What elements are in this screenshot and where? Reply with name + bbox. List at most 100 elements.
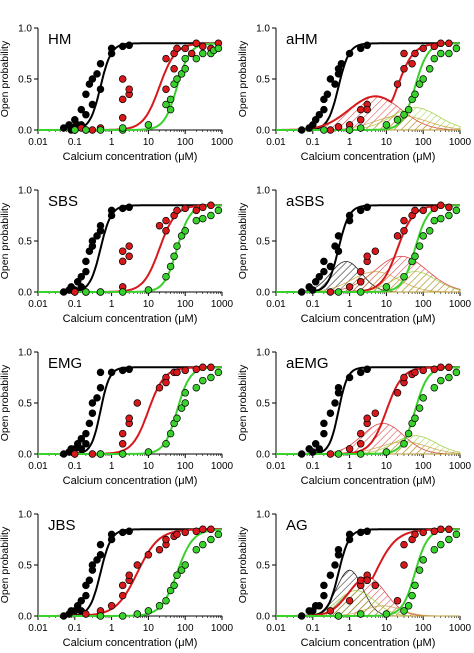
data-point (445, 373, 453, 382)
data-point (118, 591, 127, 600)
data-point (371, 409, 380, 417)
data-point (297, 126, 306, 134)
data-point (437, 540, 445, 549)
x-tick-label: 0.01 (266, 623, 286, 634)
x-tick-label: 0.1 (68, 299, 82, 310)
data-point (199, 363, 207, 372)
data-point (96, 551, 105, 559)
data-point (356, 278, 365, 286)
data-point (363, 105, 371, 114)
data-point (118, 288, 127, 296)
data-point (199, 376, 207, 385)
data-point (334, 232, 343, 240)
data-point (93, 394, 101, 402)
data-point (214, 368, 223, 377)
chart-panel-emg: 0.0 0.5 1.0 0.01 0.1 1 10 100 1000 Open probabili… (0, 348, 234, 488)
data-point (170, 581, 178, 590)
data-point (214, 44, 223, 53)
data-point (345, 596, 354, 605)
data-point (96, 221, 105, 230)
data-point (337, 59, 346, 68)
data-point (181, 389, 189, 397)
data-point (345, 283, 354, 291)
panel-label: aSBS (286, 193, 324, 210)
data-point (400, 216, 408, 225)
data-point (320, 581, 328, 590)
data-point (363, 365, 371, 374)
data-point (107, 368, 116, 377)
data-point (207, 525, 215, 534)
data-point (118, 75, 127, 83)
data-point (311, 440, 320, 448)
x-tick-label: 0.01 (28, 299, 48, 310)
data-point (173, 206, 181, 215)
y-tick-label: 0.0 (18, 126, 32, 137)
data-point (419, 206, 427, 215)
data-point (326, 75, 335, 83)
data-point (199, 214, 207, 223)
data-point (400, 607, 408, 615)
data-point (192, 545, 201, 554)
data-point (320, 591, 328, 600)
x-axis-label: Calcium concentration (μM) (301, 475, 436, 487)
data-point (345, 530, 354, 539)
data-point (363, 252, 371, 261)
fit-curve (38, 366, 222, 455)
data-point (162, 54, 170, 63)
x-tick-label: 0.01 (266, 299, 286, 310)
x-tick-label: 1 (347, 461, 353, 472)
data-point (155, 545, 164, 554)
data-point (118, 114, 127, 122)
data-point (452, 530, 461, 539)
x-tick-label: 0.1 (306, 461, 320, 472)
data-point (162, 227, 170, 235)
data-point (170, 252, 178, 261)
data-point (345, 211, 354, 220)
y-tick-label: 0.5 (256, 399, 270, 410)
data-point (107, 530, 116, 539)
data-point (320, 429, 328, 438)
data-point (400, 272, 408, 281)
data-point (363, 527, 371, 536)
data-point (162, 216, 170, 225)
data-point (315, 272, 324, 281)
data-point (437, 525, 445, 534)
y-tick-label: 0.0 (18, 612, 32, 623)
x-axis-label: Calcium concentration (μM) (63, 151, 198, 163)
data-point (320, 105, 328, 114)
data-point (419, 366, 427, 375)
data-point (411, 206, 419, 215)
x-tick-label: 100 (415, 623, 432, 634)
data-point (82, 440, 90, 448)
data-point (425, 65, 434, 73)
data-point (133, 399, 142, 407)
data-point (144, 551, 153, 559)
data-point (133, 561, 142, 569)
x-tick-label: 0.1 (68, 137, 82, 148)
data-point (345, 373, 354, 382)
panel-label: HM (48, 31, 71, 48)
y-tick-label: 1.0 (256, 186, 270, 197)
data-point (415, 566, 424, 574)
data-point (411, 581, 419, 590)
x-tick-label: 1000 (449, 461, 472, 472)
data-point (400, 110, 408, 119)
x-tick-label: 0.01 (28, 461, 48, 472)
data-point (415, 404, 424, 412)
data-point (411, 368, 419, 377)
x-axis-label: Calcium concentration (μM) (301, 151, 436, 163)
y-axis-label: Open probability (237, 364, 249, 441)
data-point (71, 450, 79, 458)
data-point (393, 232, 402, 240)
data-point (404, 602, 413, 610)
data-point (411, 530, 419, 539)
data-point (445, 363, 453, 372)
data-point (118, 124, 127, 132)
data-point (162, 596, 170, 605)
chart-panel-hm: 0.0 0.5 1.0 0.01 0.1 1 10 100 1000 Open probabili… (0, 24, 234, 164)
data-point (207, 211, 215, 220)
data-point (73, 278, 82, 286)
data-point (297, 288, 306, 296)
data-point (315, 602, 324, 610)
data-point (356, 105, 365, 114)
